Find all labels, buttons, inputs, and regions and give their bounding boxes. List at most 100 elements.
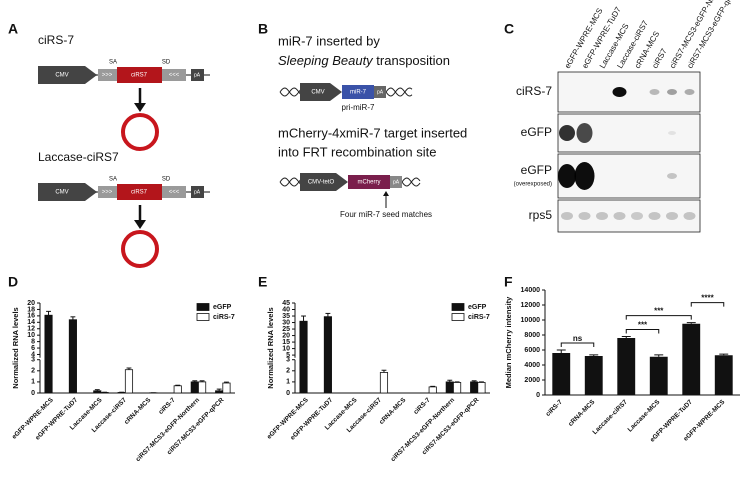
- caption: Sleeping Beauty transposition: [278, 53, 450, 68]
- bar: [68, 319, 77, 394]
- panel-label: A: [8, 21, 18, 37]
- dna-strand: [385, 87, 413, 97]
- bar: [453, 382, 462, 394]
- blot-band: [668, 131, 676, 135]
- blot-band: [631, 212, 643, 220]
- dna-strand: [385, 87, 413, 97]
- dna-strand: [279, 177, 303, 187]
- y-tick-label: 15: [282, 339, 290, 346]
- y-tick-label: 3: [286, 357, 290, 364]
- transcript-label: pri-miR-7: [342, 103, 375, 112]
- promoter-label: CMV: [311, 90, 324, 96]
- y-tick-label: 4000: [524, 362, 540, 369]
- significance-bracket: [690, 302, 725, 307]
- bar: [222, 382, 231, 394]
- promoter-arrow: [300, 83, 342, 101]
- sd-label: SD: [162, 177, 171, 183]
- polya-box: [390, 176, 402, 188]
- y-tick-label: 25: [282, 326, 290, 333]
- bar: [93, 390, 102, 394]
- y-axis-label: Normalized RNA levels: [266, 307, 275, 388]
- polya-box: [191, 69, 204, 81]
- caption-italic: Sleeping Beauty: [278, 53, 374, 68]
- blot-band: [596, 212, 608, 220]
- bar: [173, 385, 182, 394]
- bar: [299, 320, 308, 394]
- bar: [445, 381, 454, 394]
- note: Four miR-7 seed matches: [340, 210, 432, 219]
- y-tick-label: 4: [31, 351, 35, 358]
- y-tick-label: 18: [27, 306, 35, 313]
- repeat-box: [98, 186, 117, 198]
- y-tick-label: 2000: [524, 377, 540, 384]
- blot-band: [574, 162, 595, 190]
- repeat-label: >>>: [102, 190, 113, 196]
- y-tick-label: 35: [282, 313, 290, 320]
- blot-row: [557, 199, 701, 233]
- y-tick-label: 20: [27, 300, 35, 307]
- significance-bracket: [560, 342, 595, 347]
- insert-box: [348, 175, 390, 189]
- significance-bracket: [625, 315, 692, 320]
- panel-label: C: [504, 21, 514, 37]
- circular-rna: [121, 113, 159, 151]
- significance-label: ***: [654, 307, 664, 316]
- y-tick-label: 10: [282, 345, 290, 352]
- legend-swatch: [451, 313, 465, 321]
- construct-name: ciRS-7: [38, 33, 74, 47]
- polya-label: pA: [377, 89, 384, 95]
- insert-label: miR-7: [350, 90, 367, 96]
- bar: [552, 353, 571, 395]
- polya-label: pA: [194, 72, 201, 78]
- y-tick-label: 8: [31, 338, 35, 345]
- repeat-box: [98, 69, 117, 81]
- significance-label: ***: [638, 321, 648, 330]
- construct-name: Laccase-ciRS7: [38, 150, 119, 164]
- panel-label: F: [504, 274, 513, 290]
- polya-box: [191, 186, 204, 198]
- dna-strand: [279, 87, 303, 97]
- row-label: eGFP: [521, 163, 552, 177]
- caption: miR-7 inserted by: [278, 33, 380, 48]
- panel-label: D: [8, 274, 18, 290]
- blot-band: [559, 125, 575, 141]
- significance-label: ****: [701, 294, 714, 303]
- blot-band: [561, 212, 573, 220]
- promoter-arrow: [38, 183, 97, 201]
- bar: [477, 382, 486, 394]
- repeat-box: [162, 69, 186, 81]
- circular-rna: [121, 230, 159, 268]
- sd-label: SD: [162, 60, 171, 66]
- bar: [584, 356, 603, 395]
- promoter-arrow: [300, 173, 348, 191]
- y-tick-label: 10000: [521, 317, 541, 324]
- blot-band: [666, 212, 678, 220]
- legend-swatch: [196, 303, 210, 311]
- y-tick-label: 16: [27, 313, 35, 320]
- insert-box: [117, 67, 162, 83]
- row-label: rps5: [529, 208, 553, 222]
- repeat-label: >>>: [102, 73, 113, 79]
- promoter-arrow: [38, 66, 97, 84]
- blot-band: [648, 212, 661, 220]
- bar: [470, 381, 479, 394]
- blot-row: [557, 71, 701, 113]
- y-tick-label: 6000: [524, 347, 540, 354]
- y-tick-label: 14: [27, 319, 35, 326]
- repeat-label: <<<: [169, 190, 180, 196]
- promoter-label: CMV-tetO: [308, 180, 335, 186]
- y-tick-label: 3: [31, 357, 35, 364]
- bar: [428, 386, 437, 394]
- insert-label: mCherry: [357, 180, 380, 186]
- legend-swatch: [196, 313, 210, 321]
- legend-label: ciRS-7: [468, 314, 490, 321]
- y-tick-label: 45: [282, 300, 290, 307]
- y-tick-label: 40: [282, 306, 290, 313]
- caption: mCherry-4xmiR-7 target inserted: [278, 125, 467, 140]
- y-axis-label: Normalized RNA levels: [11, 307, 20, 388]
- polya-box: [374, 86, 386, 98]
- y-tick-label: 2: [31, 368, 35, 375]
- blot-band: [667, 173, 677, 179]
- legend-label: eGFP: [213, 304, 232, 311]
